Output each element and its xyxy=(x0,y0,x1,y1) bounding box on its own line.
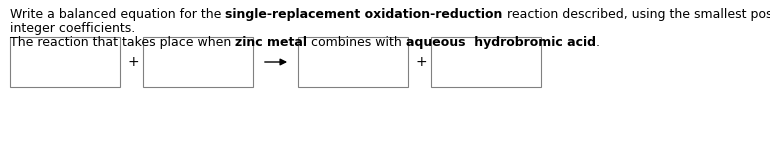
Text: zinc metal: zinc metal xyxy=(236,36,307,49)
Text: The reaction that takes place when: The reaction that takes place when xyxy=(10,36,236,49)
Text: Write a balanced equation for the: Write a balanced equation for the xyxy=(10,8,226,21)
Bar xyxy=(10,37,120,87)
Text: integer coefficients.: integer coefficients. xyxy=(10,22,136,35)
Bar xyxy=(298,37,408,87)
Text: aqueous  hydrobromic acid: aqueous hydrobromic acid xyxy=(406,36,596,49)
Text: single-replacement oxidation-reduction: single-replacement oxidation-reduction xyxy=(226,8,503,21)
Text: +: + xyxy=(415,55,427,69)
Text: .: . xyxy=(596,36,600,49)
Bar xyxy=(143,37,253,87)
Text: combines with: combines with xyxy=(307,36,406,49)
Text: +: + xyxy=(127,55,139,69)
Text: reaction described, using the smallest possible: reaction described, using the smallest p… xyxy=(503,8,770,21)
Bar xyxy=(431,37,541,87)
